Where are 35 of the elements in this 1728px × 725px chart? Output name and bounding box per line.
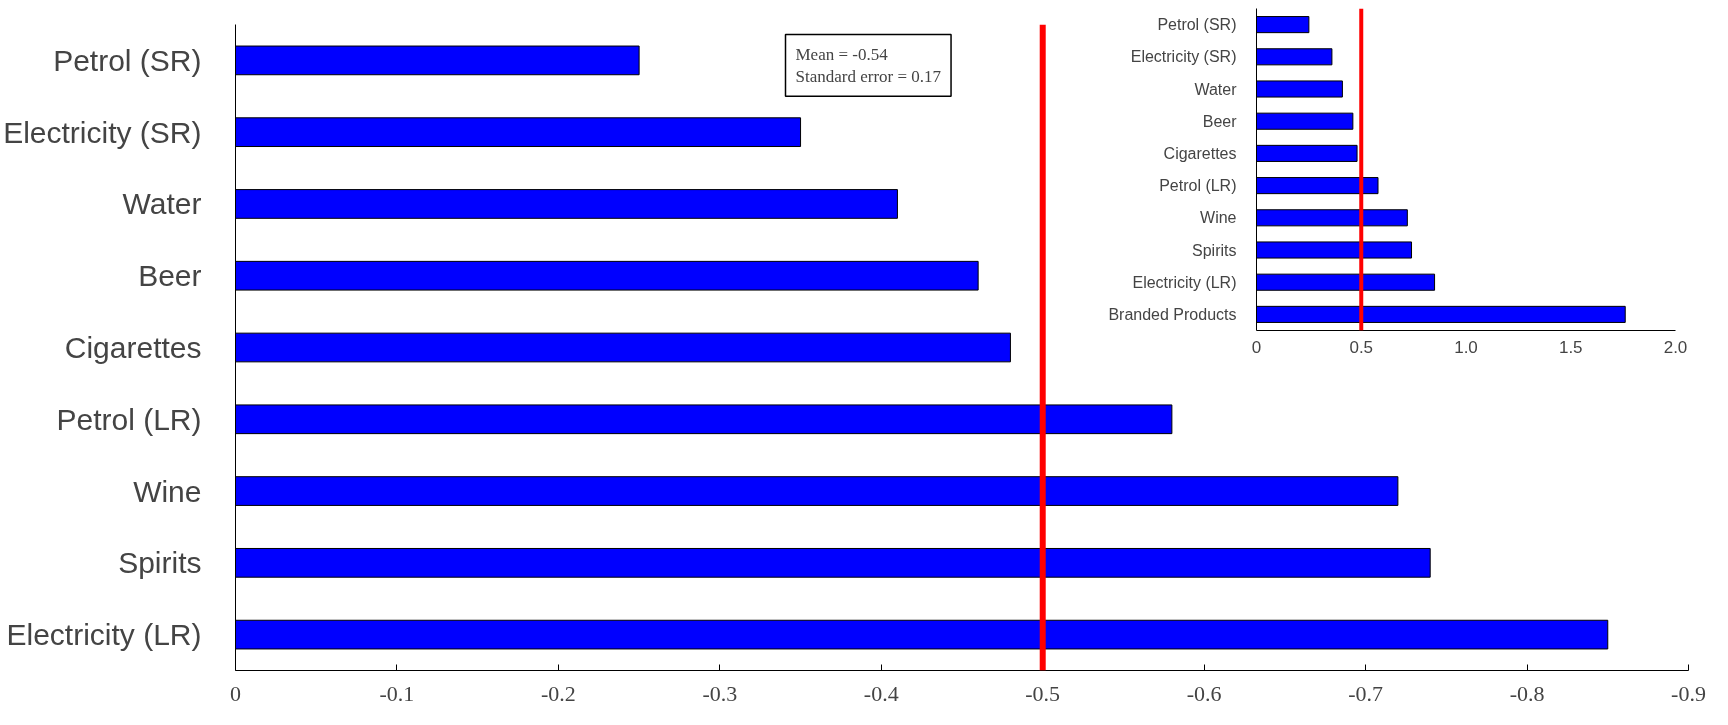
y-tick-label: Wine <box>133 474 202 508</box>
x-tick-label: -0.2 <box>540 680 576 706</box>
x-tick-label: -0.7 <box>1348 680 1384 706</box>
y-tick-label: Electricity (SR) <box>1130 48 1237 66</box>
x-tick-label: -0.8 <box>1509 680 1545 706</box>
x-tick-label: -0.3 <box>702 680 738 706</box>
x-tick-label: 1.5 <box>1558 337 1583 357</box>
x-tick-label: 0 <box>230 680 241 706</box>
y-tick-label: Wine <box>1200 209 1237 227</box>
x-tick-label: 2.0 <box>1663 337 1688 357</box>
x-tick-label: 0 <box>1251 337 1262 357</box>
y-tick-label: Electricity (LR) <box>6 618 202 652</box>
y-tick-label: Beer <box>138 259 202 293</box>
y-tick-label: Beer <box>1202 112 1238 130</box>
x-tick-label: 1.0 <box>1454 337 1478 357</box>
x-tick-label: -0.9 <box>1671 680 1706 706</box>
y-tick-label: Branded Products <box>1108 305 1237 323</box>
y-tick-label: Petrol (SR) <box>53 43 202 77</box>
y-tick-label: Spirits <box>1192 241 1237 259</box>
y-tick-label: Electricity (LR) <box>1132 273 1237 291</box>
x-tick-label: -0.4 <box>863 680 899 706</box>
x-tick-label: -0.1 <box>379 680 415 706</box>
x-tick-label: 0.5 <box>1349 337 1374 357</box>
x-tick-label: -0.5 <box>1025 680 1061 706</box>
y-tick-label: Cigarettes <box>1163 144 1237 162</box>
y-tick-label: Spirits <box>118 546 202 580</box>
annotation: Mean = -0.54 Standard error = 0.17 <box>795 44 942 87</box>
y-tick-label: Petrol (LR) <box>56 402 202 436</box>
y-tick-label: Petrol (SR) <box>1157 16 1237 34</box>
y-tick-label: Petrol (LR) <box>1159 177 1237 195</box>
x-tick-label: -0.6 <box>1186 680 1222 706</box>
y-tick-label: Water <box>1194 80 1238 98</box>
y-tick-label: Water <box>122 187 202 221</box>
y-tick-label: Cigarettes <box>64 331 202 364</box>
y-tick-label: Electricity (SR) <box>3 115 202 149</box>
